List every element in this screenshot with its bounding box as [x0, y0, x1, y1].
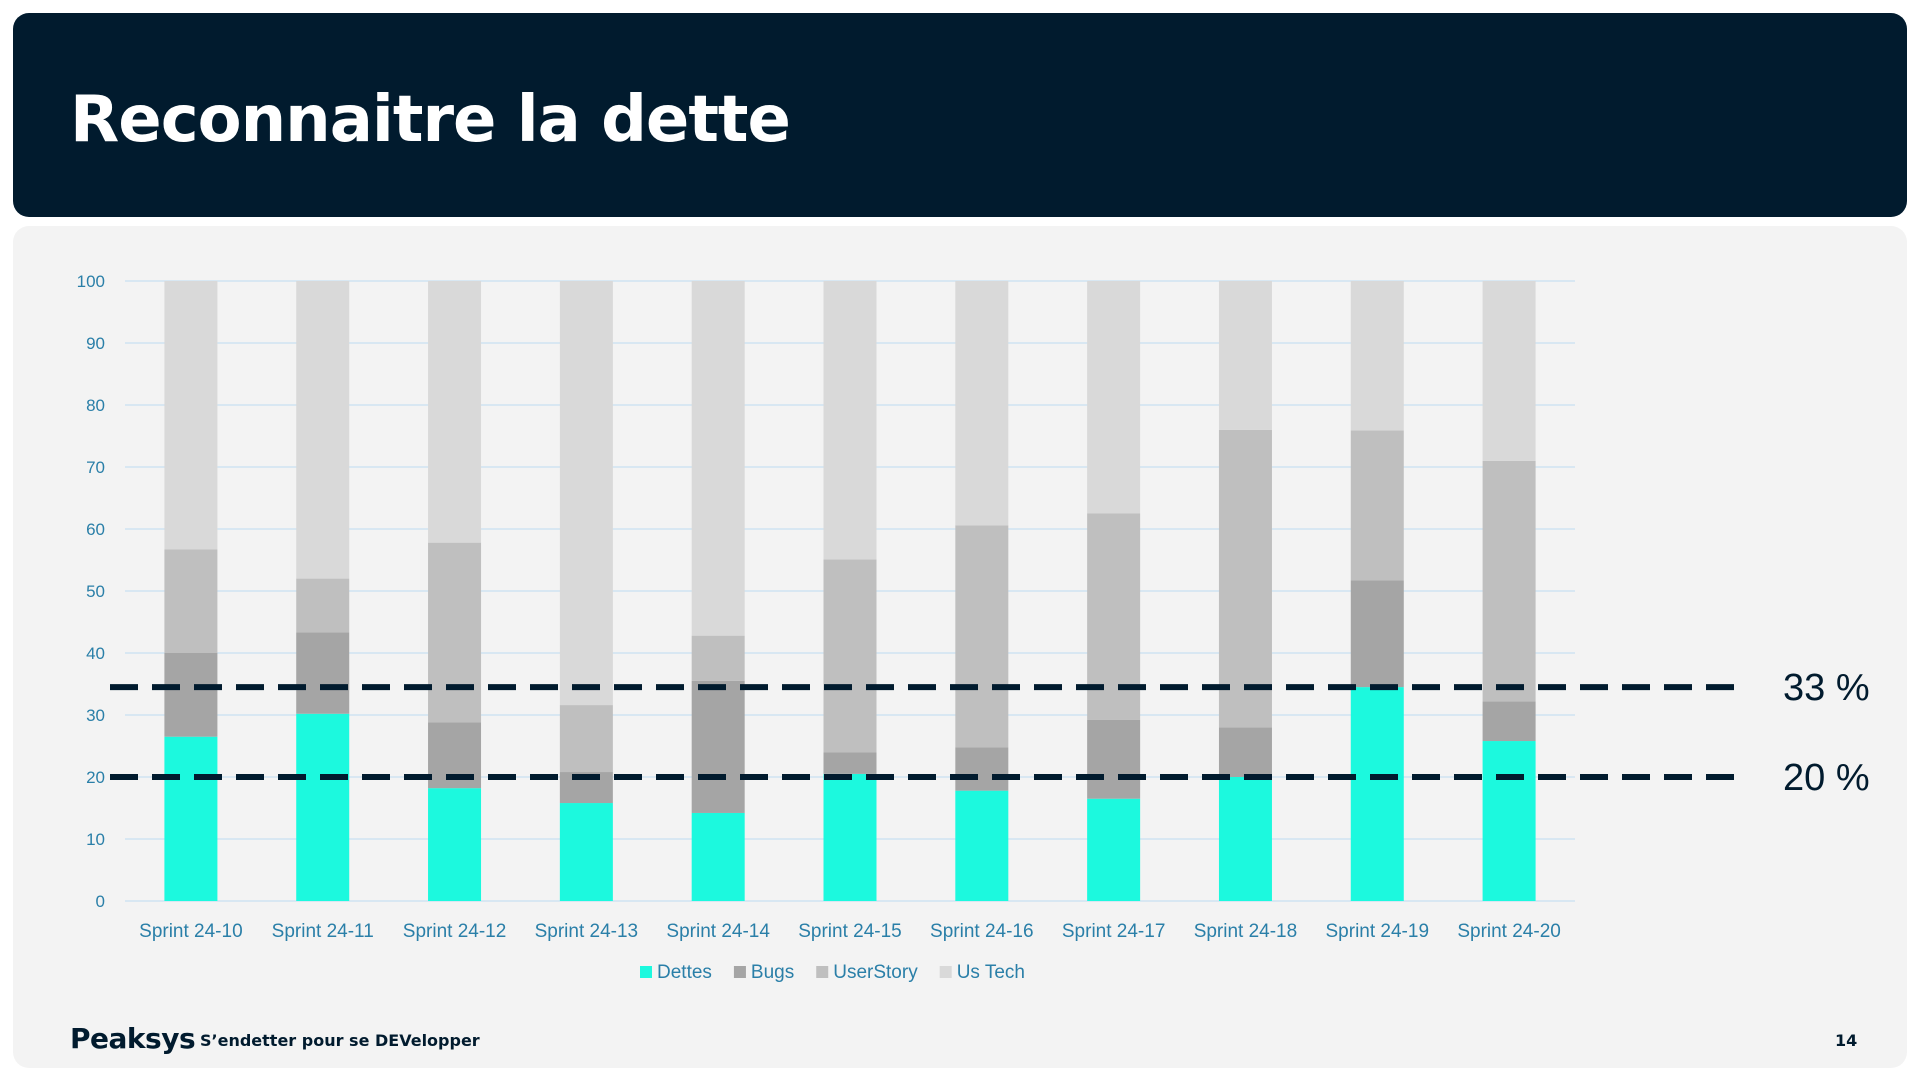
- brand-logo: Peaksys: [70, 1022, 196, 1055]
- bar-bugs: [1350, 580, 1404, 688]
- bar-us-tech: [296, 281, 350, 579]
- bar-bugs: [1087, 719, 1141, 799]
- x-tick-label: Sprint 24-17: [1062, 921, 1166, 942]
- y-tick-label: 100: [77, 272, 105, 291]
- legend-label: Dettes: [657, 962, 712, 983]
- y-tick-label: 30: [86, 706, 105, 725]
- y-tick-label: 50: [86, 582, 105, 601]
- page-number: 14: [1835, 1031, 1858, 1050]
- y-tick-label: 20: [86, 768, 105, 787]
- footer-tagline: S’endetter pour se DEVelopper: [200, 1031, 480, 1050]
- title-banner: Reconnaitre la dette: [13, 13, 1907, 217]
- bar-dettes: [1218, 777, 1272, 901]
- x-axis: Sprint 24-10 Sprint 24-11 Sprint 24-12 Spri…: [139, 921, 1561, 942]
- x-tick-label: Sprint 24-15: [798, 921, 902, 942]
- y-tick-label: 40: [86, 644, 105, 663]
- y-tick-label: 80: [86, 396, 105, 415]
- bar-userstory: [1482, 460, 1536, 702]
- bar-userstory: [428, 542, 482, 723]
- bar-bugs: [691, 680, 745, 813]
- bar-us-tech: [1218, 281, 1272, 430]
- bar-dettes: [823, 773, 877, 901]
- x-tick-label: Sprint 24-19: [1326, 921, 1430, 942]
- bar-dettes: [1350, 687, 1404, 901]
- bar-us-tech: [1482, 281, 1536, 461]
- bar-bugs: [955, 747, 1009, 791]
- bar-us-tech: [691, 281, 745, 636]
- legend-swatch: [816, 966, 829, 978]
- bar-us-tech: [823, 281, 877, 560]
- x-tick-label: Sprint 24-14: [666, 921, 770, 942]
- bar-userstory: [559, 705, 613, 773]
- bar-us-tech: [1350, 281, 1404, 431]
- x-tick-label: Sprint 24-16: [930, 921, 1034, 942]
- bar-us-tech: [955, 281, 1009, 526]
- bar-us-tech: [164, 281, 218, 550]
- bar-us-tech: [1087, 281, 1141, 514]
- bar-us-tech: [428, 281, 482, 543]
- x-tick-label: Sprint 24-20: [1457, 921, 1561, 942]
- y-tick-label: 0: [96, 892, 105, 911]
- legend-label: UserStory: [833, 962, 918, 983]
- bars: [164, 281, 1536, 901]
- bar-dettes: [955, 790, 1009, 901]
- bar-userstory: [691, 635, 745, 681]
- bar-us-tech: [559, 281, 613, 706]
- y-tick-label: 60: [86, 520, 105, 539]
- legend-swatch: [640, 966, 652, 978]
- bar-userstory: [823, 559, 877, 753]
- slide-title: Reconnaitre la dette: [70, 83, 791, 157]
- legend: Dettes Bugs UserStory Us Tech: [640, 962, 1025, 983]
- legend-swatch: [939, 966, 952, 978]
- x-tick-label: Sprint 24-13: [535, 921, 639, 942]
- y-axis: 0 10 20 30 40 50 60 70 80 90 100: [77, 272, 105, 911]
- bar-bugs: [296, 632, 350, 714]
- bar-dettes: [1087, 798, 1141, 901]
- bar-userstory: [955, 525, 1009, 748]
- x-tick-label: Sprint 24-12: [403, 921, 507, 942]
- legend-swatch: [733, 966, 746, 978]
- bar-userstory: [1350, 430, 1404, 581]
- bar-dettes: [691, 812, 745, 901]
- y-tick-label: 90: [86, 334, 105, 353]
- bar-bugs: [164, 653, 218, 737]
- bar-userstory: [296, 578, 350, 633]
- bar-bugs: [823, 752, 877, 774]
- bar-userstory: [164, 549, 218, 653]
- bar-dettes: [164, 736, 218, 901]
- reference-label: 33 %: [1783, 667, 1870, 709]
- reference-label: 20 %: [1783, 757, 1870, 799]
- bar-dettes: [428, 788, 482, 901]
- x-tick-label: Sprint 24-18: [1194, 921, 1298, 942]
- bar-dettes: [559, 803, 613, 901]
- reference-lines: 33 % 20 %: [110, 667, 1870, 799]
- y-tick-label: 70: [86, 458, 105, 477]
- x-tick-label: Sprint 24-10: [139, 921, 243, 942]
- bar-dettes: [1482, 741, 1536, 901]
- bar-dettes: [296, 713, 350, 901]
- bar-bugs: [1482, 701, 1536, 742]
- bar-bugs: [1218, 727, 1272, 777]
- x-tick-label: Sprint 24-11: [272, 921, 374, 942]
- bar-userstory: [1218, 429, 1272, 728]
- y-tick-label: 10: [86, 830, 105, 849]
- legend-label: Bugs: [751, 962, 794, 983]
- legend-label: Us Tech: [957, 962, 1025, 983]
